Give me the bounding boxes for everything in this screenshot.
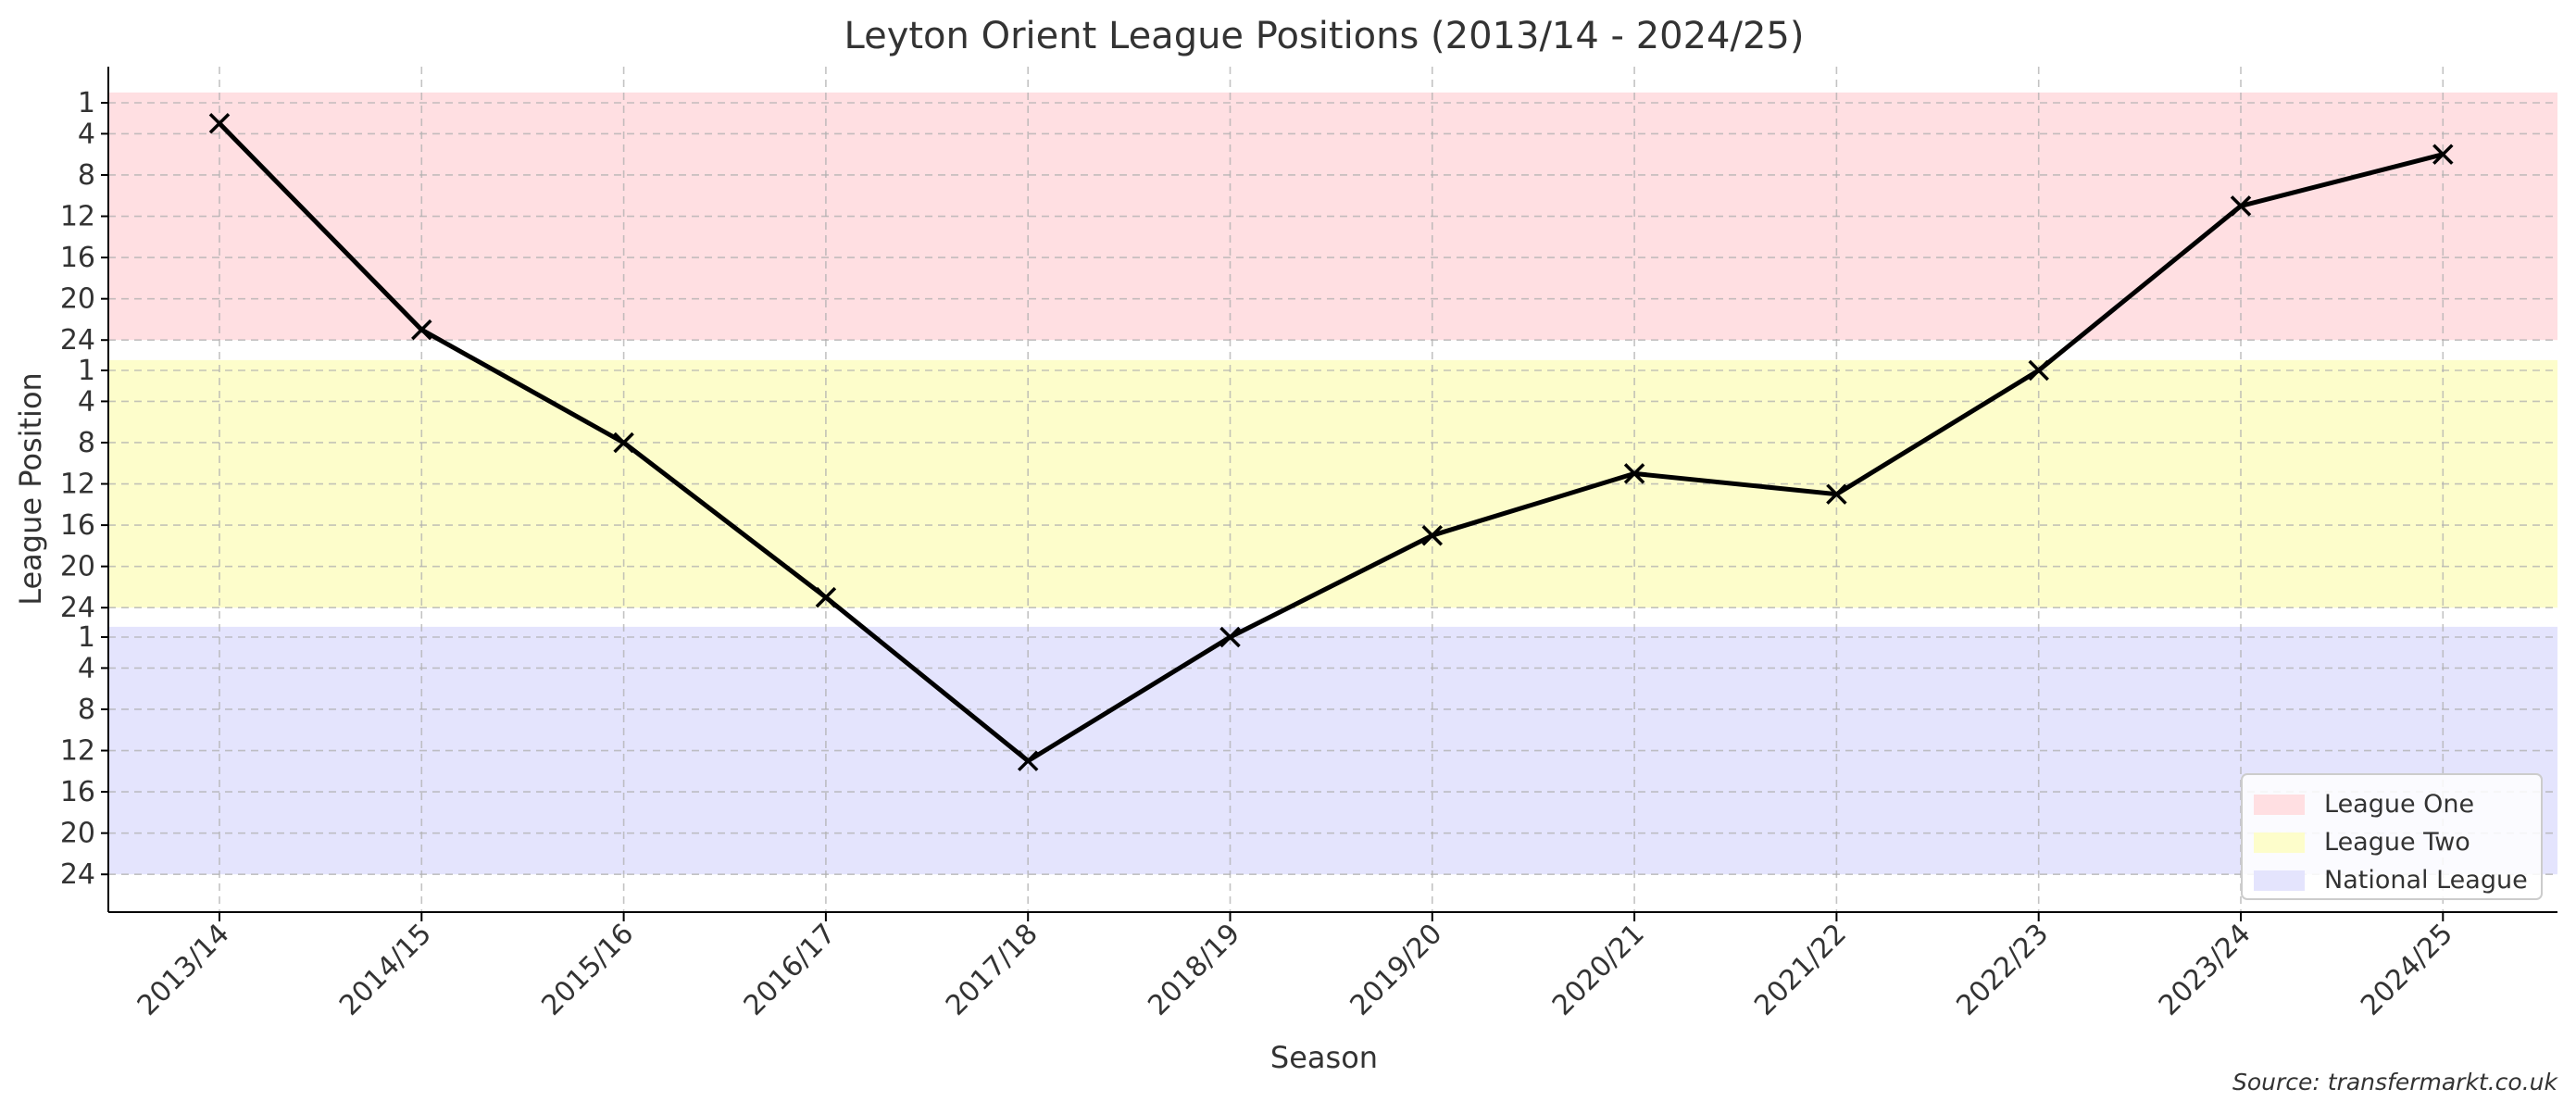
x-axis-label: Season [1270,1040,1378,1075]
x-tick-label: 2014/15 [333,918,438,1022]
data-point-2015-16 [613,432,634,454]
y-tick-label: 24 [60,858,95,891]
legend-swatch [2254,870,2305,891]
y-tick-label: 20 [60,818,95,850]
y-tick-label: 20 [60,551,95,583]
data-point-2021-22 [1826,483,1847,505]
y-tick-label: 8 [78,694,95,726]
y-tick-label: 4 [78,118,95,150]
data-point-2023-24 [2230,195,2252,217]
legend-swatch [2254,795,2305,815]
data-point-2016-17 [815,586,837,608]
y-tick-label: 24 [60,324,95,357]
y-tick-label: 16 [60,242,95,274]
x-tick-label: 2015/16 [535,918,640,1022]
x-tick-label: 2013/14 [131,918,236,1022]
legend-swatch [2254,832,2305,853]
y-tick-label: 8 [78,427,95,459]
y-tick-label: 12 [60,469,95,501]
y-tick-label: 4 [78,385,95,418]
y-tick-label: 16 [60,509,95,542]
data-point-2017-18 [1017,750,1039,771]
data-marker [2230,195,2252,217]
x-tick-label: 2024/25 [2355,918,2459,1022]
data-point-2020-21 [1623,463,1645,484]
data-point-2013-14 [208,113,231,134]
legend-label: National League [2324,866,2528,895]
legend-label: League Two [2324,828,2470,857]
grid-lines [108,67,2557,912]
data-point-2014-15 [411,319,432,341]
legend-box [2241,773,2543,900]
x-axis-ticks: 2013/14 2014/15 2015/16 2016/17 2017/18 2018/… [131,912,2459,1022]
data-point-2022-23 [2028,359,2049,382]
y-tick-label: 12 [60,201,95,233]
x-tick-label: 2023/24 [2153,918,2257,1022]
data-marker [1623,463,1645,484]
x-tick-label: 2017/18 [940,918,1044,1022]
data-marker [613,432,634,454]
axes [107,67,2557,913]
y-tick-label: 8 [78,159,95,192]
data-marker [208,113,231,134]
x-tick-label: 2016/17 [738,918,843,1022]
legend: League One League Two National League [2241,773,2543,900]
data-marker [1017,750,1039,771]
data-marker [1219,626,1241,648]
y-tick-label: 12 [60,735,95,768]
legend-label: League One [2324,790,2474,819]
y-tick-label: 1 [78,355,95,387]
y-tick-label: 20 [60,283,95,316]
data-marker [2028,359,2049,382]
x-tick-label: 2019/20 [1344,918,1449,1022]
x-tick-label: 2022/23 [1950,918,2055,1022]
y-axis-label: League Position [13,372,48,606]
data-marker [2432,144,2454,165]
y-tick-label: 16 [60,776,95,808]
data-marker [1421,525,1444,546]
data-point-2024-25 [2432,144,2454,165]
y-tick-label: 1 [78,87,95,119]
source-note: Source: transfermarkt.co.uk [2232,1069,2559,1095]
data-point-2018-19 [1219,626,1241,648]
series-line [218,121,2444,764]
x-tick-label: 2021/22 [1748,918,1853,1022]
y-tick-label: 24 [60,592,95,624]
data-marker [815,586,837,608]
data-marker [411,319,432,341]
x-tick-label: 2018/19 [1142,918,1246,1022]
y-tick-label: 4 [78,652,95,684]
data-marker [1826,483,1847,505]
data-point-2019-20 [1421,525,1444,546]
position-series [208,113,2454,771]
x-tick-label: 2020/21 [1546,918,1651,1022]
y-tick-label: 1 [78,621,95,654]
chart-title: Leyton Orient League Positions (2013/14 … [844,15,1805,57]
